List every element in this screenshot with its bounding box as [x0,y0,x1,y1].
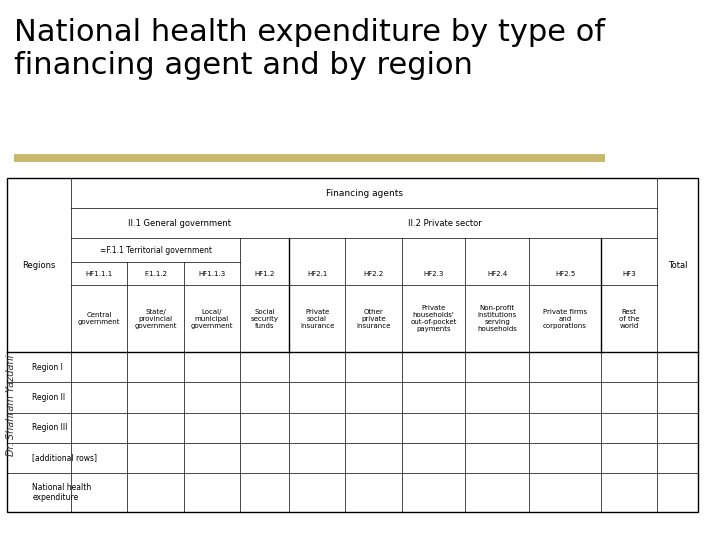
Text: Non-profit
institutions
serving
households: Non-profit institutions serving househol… [477,305,518,332]
Text: HF2.2: HF2.2 [364,271,384,276]
Text: HF2.4: HF2.4 [487,271,508,276]
Text: Regions: Regions [22,261,56,270]
Text: HF1.1.1: HF1.1.1 [86,271,113,276]
Text: State/
provincial
government: State/ provincial government [135,309,177,329]
Text: Private
households'
out-of-pocket
payments: Private households' out-of-pocket paymen… [410,305,456,332]
Text: HF1.1.3: HF1.1.3 [198,271,225,276]
Text: HF1.2: HF1.2 [254,271,275,276]
Text: Financing agents: Financing agents [325,189,402,198]
Text: II.2 Private sector: II.2 Private sector [408,219,482,228]
Text: Central
government: Central government [78,312,120,325]
Text: II.1 General government: II.1 General government [128,219,232,228]
Text: Local/
municipal
government: Local/ municipal government [191,309,233,329]
Text: Social
security
funds: Social security funds [251,309,279,329]
Text: HF2.3: HF2.3 [423,271,444,276]
Text: =F.1.1 Territorial government: =F.1.1 Territorial government [99,246,212,255]
Text: HF2.1: HF2.1 [307,271,328,276]
Text: National health
expenditure: National health expenditure [32,483,91,502]
Text: Region I: Region I [32,363,63,372]
Text: Dr. Shahram Yazdani: Dr. Shahram Yazdani [6,354,16,456]
Text: Total: Total [668,261,688,270]
Text: F.1.1.2: F.1.1.2 [144,271,167,276]
Text: Region III: Region III [32,423,68,432]
Text: [additional rows]: [additional rows] [32,453,97,462]
Text: HF3: HF3 [622,271,636,276]
Text: Rest
of the
world: Rest of the world [618,309,639,329]
Text: HF2.5: HF2.5 [555,271,575,276]
Text: National health expenditure by type of
financing agent and by region: National health expenditure by type of f… [14,18,606,80]
Text: Private
social
insurance: Private social insurance [300,309,334,329]
Text: Region II: Region II [32,393,66,402]
Text: Private firms
and
corporations: Private firms and corporations [543,309,587,329]
Text: Other
private
insurance: Other private insurance [356,309,391,329]
